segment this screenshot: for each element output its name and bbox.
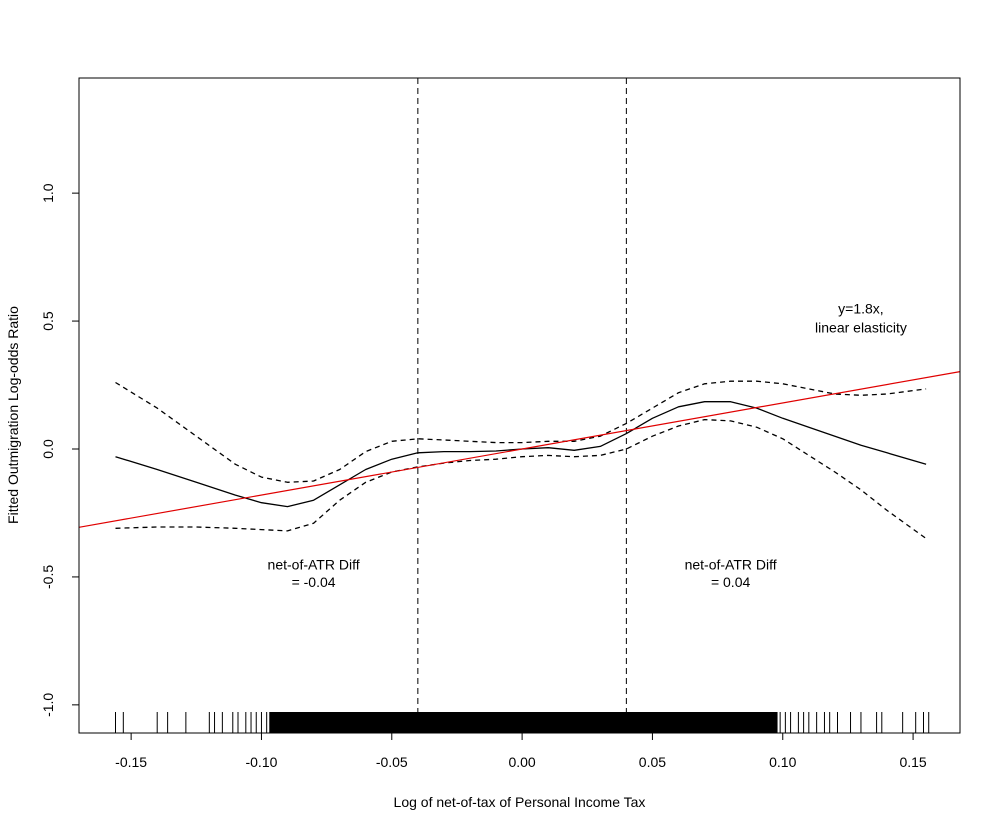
confidence-band-line [115,380,927,483]
series-group [78,371,961,540]
x-tick-label: -0.10 [245,754,277,770]
y-tick-label: 0.0 [40,439,56,459]
x-tick-label: 0.00 [508,754,535,770]
annotations: net-of-ATR Diff = -0.04 net-of-ATR Diff = 0… [268,300,907,590]
x-tick-label: 0.10 [769,754,796,770]
y-tick-label: 0.5 [40,311,56,331]
annotation-text: = 0.04 [711,574,751,590]
x-tick-label: 0.15 [899,754,926,770]
fitted-curve [115,401,927,508]
y-tick-label: -1.0 [40,693,56,717]
rug [114,712,930,733]
confidence-band-line [115,418,927,540]
x-tick-label: -0.05 [376,754,408,770]
rug-dense-band [269,712,778,733]
x-tick-label: 0.05 [639,754,666,770]
annotation-text: linear elasticity [815,320,907,336]
plot-frame [78,77,961,734]
annotation-text: net-of-ATR Diff [685,556,777,572]
x-tick-label: -0.15 [115,754,147,770]
y-tick-label: -0.5 [40,565,56,589]
annotation-text: net-of-ATR Diff [268,556,360,572]
y-axis: -1.0 -0.5 0.0 0.5 1.0 [40,183,79,717]
y-axis-label: Fitted Outmigration Log-odds Ratio [5,306,21,524]
vertical-reference-lines [417,78,627,733]
linear-fit-line [78,371,961,528]
x-axis: -0.15 -0.10 -0.05 0.00 0.05 0.10 0.15 [115,733,927,770]
x-axis-label: Log of net-of-tax of Personal Income Tax [394,794,646,810]
annotation-text: y=1.8x, [838,300,884,316]
annotation-text: = -0.04 [292,574,336,590]
y-tick-label: 1.0 [40,183,56,203]
